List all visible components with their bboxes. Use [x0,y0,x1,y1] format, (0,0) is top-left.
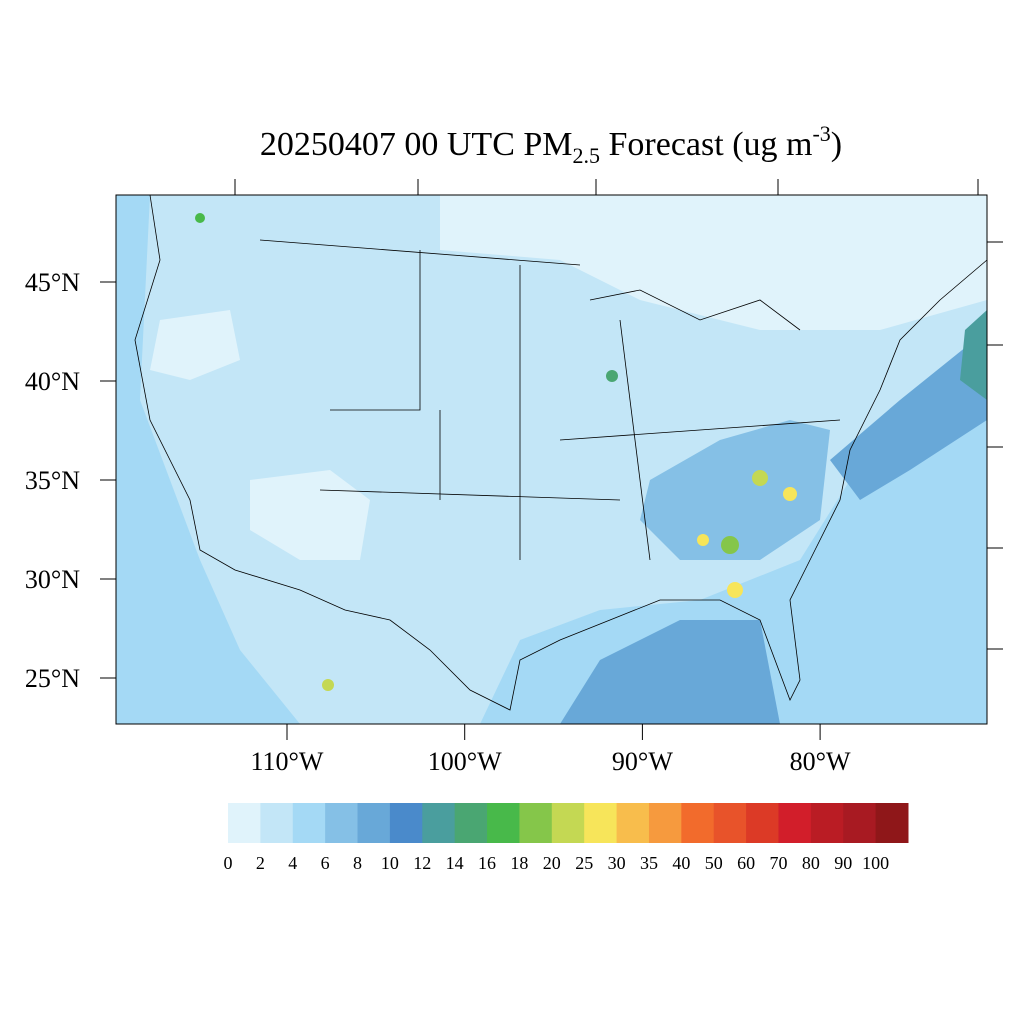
colorbar-box [681,803,715,843]
map-outlines [134,194,988,711]
lat-tick-label: 35°N [25,466,80,495]
colorbar-label: 25 [575,853,593,873]
colorbar-box [422,803,456,843]
colorbar-label: 30 [608,853,626,873]
colorbar-label: 35 [640,853,658,873]
colorbar-label: 70 [769,853,787,873]
colorbar-box [746,803,779,843]
colorbar-box [487,803,520,843]
colorbar-box [325,803,359,843]
title-sup: -3 [812,121,830,146]
colorbar-label: 90 [834,853,852,873]
colorbar-box [260,803,294,843]
colorbar-label: 100 [862,853,889,873]
colorbar-box [778,803,812,843]
colorbar-box [713,803,747,843]
colorbar-box [454,803,488,843]
title-end: ) [831,126,842,163]
colorbar-label: 80 [802,853,820,873]
colorbar: 0 2 4 6 8 10 12 14 16 18 20 25 30 35 40 50 60 70 80 90 100 [224,803,909,873]
colorbar-label: 14 [446,853,464,873]
colorbar-label: 50 [705,853,723,873]
colorbar-box [843,803,877,843]
colorbar-label: 6 [321,853,330,873]
colorbar-box [648,803,682,843]
colorbar-box [584,803,618,843]
lon-tick-label: 90°W [612,747,673,776]
colorbar-label: 40 [672,853,690,873]
colorbar-box [875,803,909,843]
colorbar-label: 20 [543,853,561,873]
title: 20250407 00 UTC PM2.5 Forecast (ug m-3) [260,121,842,168]
lat-tick-label: 45°N [25,268,80,297]
colorbar-box [357,803,391,843]
lat-tick-label: 25°N [25,664,80,693]
title-sub: 2.5 [573,143,601,168]
lon-tick-label: 100°W [428,747,502,776]
colorbar-label: 0 [224,853,233,873]
colorbar-label: 10 [381,853,399,873]
colorbar-box [810,803,844,843]
colorbar-label: 60 [737,853,755,873]
lat-tick-label: 40°N [25,367,80,396]
axes: 45°N 40°N 35°N 30°N 25°N 110°W 100°W 90°W 80°W [25,268,851,776]
colorbar-box [228,803,261,843]
lon-tick-label: 110°W [251,747,324,776]
frame-ticks [234,179,1003,650]
map-frame [115,194,988,725]
lon-tick-label: 80°W [790,747,851,776]
title-rest: Forecast (ug m [600,126,812,163]
colorbar-box [292,803,326,843]
colorbar-label: 4 [288,853,297,873]
colorbar-label: 2 [256,853,265,873]
colorbar-label: 16 [478,853,496,873]
lat-tick-label: 30°N [25,565,80,594]
colorbar-label: 12 [413,853,431,873]
title-main: 20250407 00 UTC PM [260,126,573,163]
map-field [116,195,987,724]
colorbar-label: 18 [510,853,528,873]
colorbar-box [551,803,585,843]
colorbar-box [616,803,650,843]
colorbar-label: 8 [353,853,362,873]
colorbar-box [519,803,553,843]
colorbar-box [389,803,423,843]
